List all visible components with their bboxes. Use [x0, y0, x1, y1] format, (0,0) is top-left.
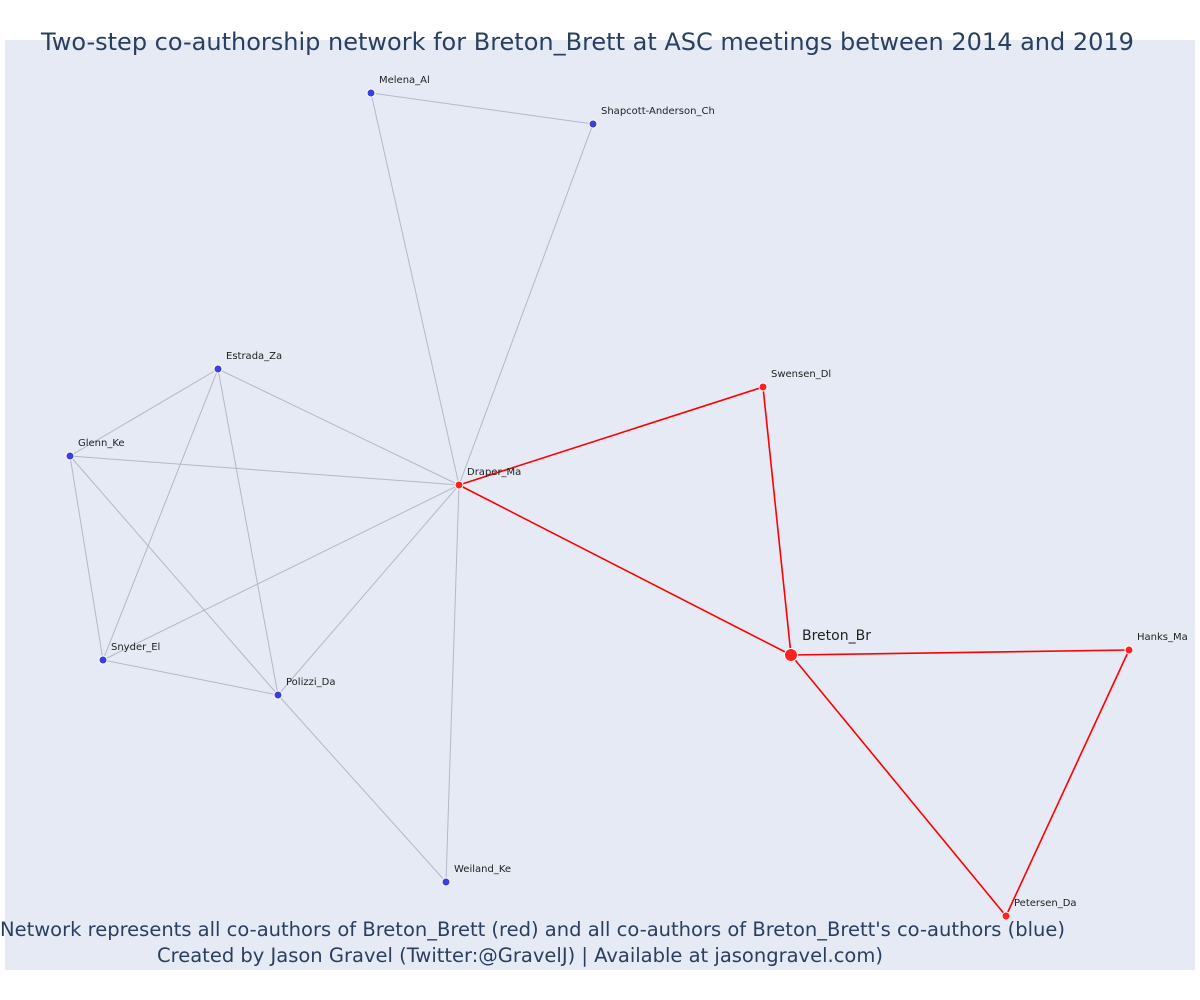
edge-Hanks_Ma-Petersen_Da — [1005, 649, 1130, 917]
edge-Glenn_Ke-Snyder_El — [69, 455, 104, 661]
node-Breton_Br[interactable] — [784, 648, 798, 662]
edge-Snyder_El-Polizzi_Da — [102, 659, 279, 696]
node-label-Weiland_Ke: Weiland_Ke — [454, 864, 511, 875]
edge-Polizzi_Da-Draper_Ma — [277, 484, 460, 696]
labels-layer: Breton_Br Draper_Ma Swensen_Dl Hanks_Ma Pete… — [78, 75, 1188, 909]
edge-Breton_Br-Hanks_Ma — [790, 649, 1130, 656]
node-label-Petersen_Da: Petersen_Da — [1014, 898, 1077, 909]
caption-line-2: Created by Jason Gravel (Twitter:@Gravel… — [157, 944, 883, 967]
node-Petersen_Da[interactable] — [1001, 911, 1011, 921]
edge-Estrada_Za-Glenn_Ke — [69, 368, 219, 457]
node-Swensen_Dl[interactable] — [758, 382, 768, 392]
edge-Breton_Br-Petersen_Da — [790, 654, 1007, 917]
edge-Glenn_Ke-Draper_Ma — [69, 455, 460, 486]
node-Polizzi_Da[interactable] — [273, 690, 283, 700]
edge-Draper_Ma-Swensen_Dl — [458, 386, 764, 486]
node-label-Estrada_Za: Estrada_Za — [226, 351, 282, 362]
edge-Weiland_Ke-Draper_Ma — [445, 484, 460, 883]
edge-Draper_Ma-Breton_Br — [458, 484, 792, 656]
node-Shapcott-Anderson_Ch[interactable] — [588, 119, 598, 129]
node-label-Glenn_Ke: Glenn_Ke — [78, 438, 125, 449]
node-label-Hanks_Ma: Hanks_Ma — [1137, 632, 1188, 643]
node-label-Swensen_Dl: Swensen_Dl — [771, 369, 831, 380]
edge-Estrada_Za-Polizzi_Da — [217, 368, 279, 696]
edge-Glenn_Ke-Polizzi_Da — [69, 455, 279, 696]
node-Snyder_El[interactable] — [98, 655, 108, 665]
nodes-layer — [65, 88, 1134, 921]
edge-Polizzi_Da-Weiland_Ke — [277, 694, 447, 883]
node-label-Melena_Al: Melena_Al — [379, 75, 430, 86]
plot-area — [5, 40, 1195, 970]
node-label-Breton_Br: Breton_Br — [802, 628, 871, 644]
node-Glenn_Ke[interactable] — [65, 451, 75, 461]
node-Estrada_Za[interactable] — [213, 364, 223, 374]
node-Hanks_Ma[interactable] — [1124, 645, 1134, 655]
chart-caption: Network represents all co-authors of Bre… — [0, 917, 1065, 969]
node-label-Shapcott-Anderson_Ch: Shapcott-Anderson_Ch — [601, 106, 715, 117]
edge-Swensen_Dl-Breton_Br — [762, 386, 792, 656]
caption-line-1: Network represents all co-authors of Bre… — [0, 918, 1065, 941]
edge-Melena_Al-Draper_Ma — [370, 92, 460, 486]
edge-Snyder_El-Draper_Ma — [102, 484, 460, 661]
node-Melena_Al[interactable] — [366, 88, 376, 98]
edges-layer — [69, 92, 1130, 917]
node-label-Snyder_El: Snyder_El — [111, 642, 160, 653]
node-label-Draper_Ma: Draper_Ma — [467, 467, 521, 478]
edge-Melena_Al-Shapcott-Anderson_Ch — [370, 92, 594, 125]
node-label-Polizzi_Da: Polizzi_Da — [286, 677, 335, 688]
node-Draper_Ma[interactable] — [454, 480, 464, 490]
edge-Shapcott-Anderson_Ch-Draper_Ma — [458, 123, 594, 486]
chart-title: Two-step co-authorship network for Breto… — [41, 28, 1134, 56]
edge-Estrada_Za-Draper_Ma — [217, 368, 460, 486]
edge-Estrada_Za-Snyder_El — [102, 368, 219, 661]
node-Weiland_Ke[interactable] — [441, 877, 451, 887]
